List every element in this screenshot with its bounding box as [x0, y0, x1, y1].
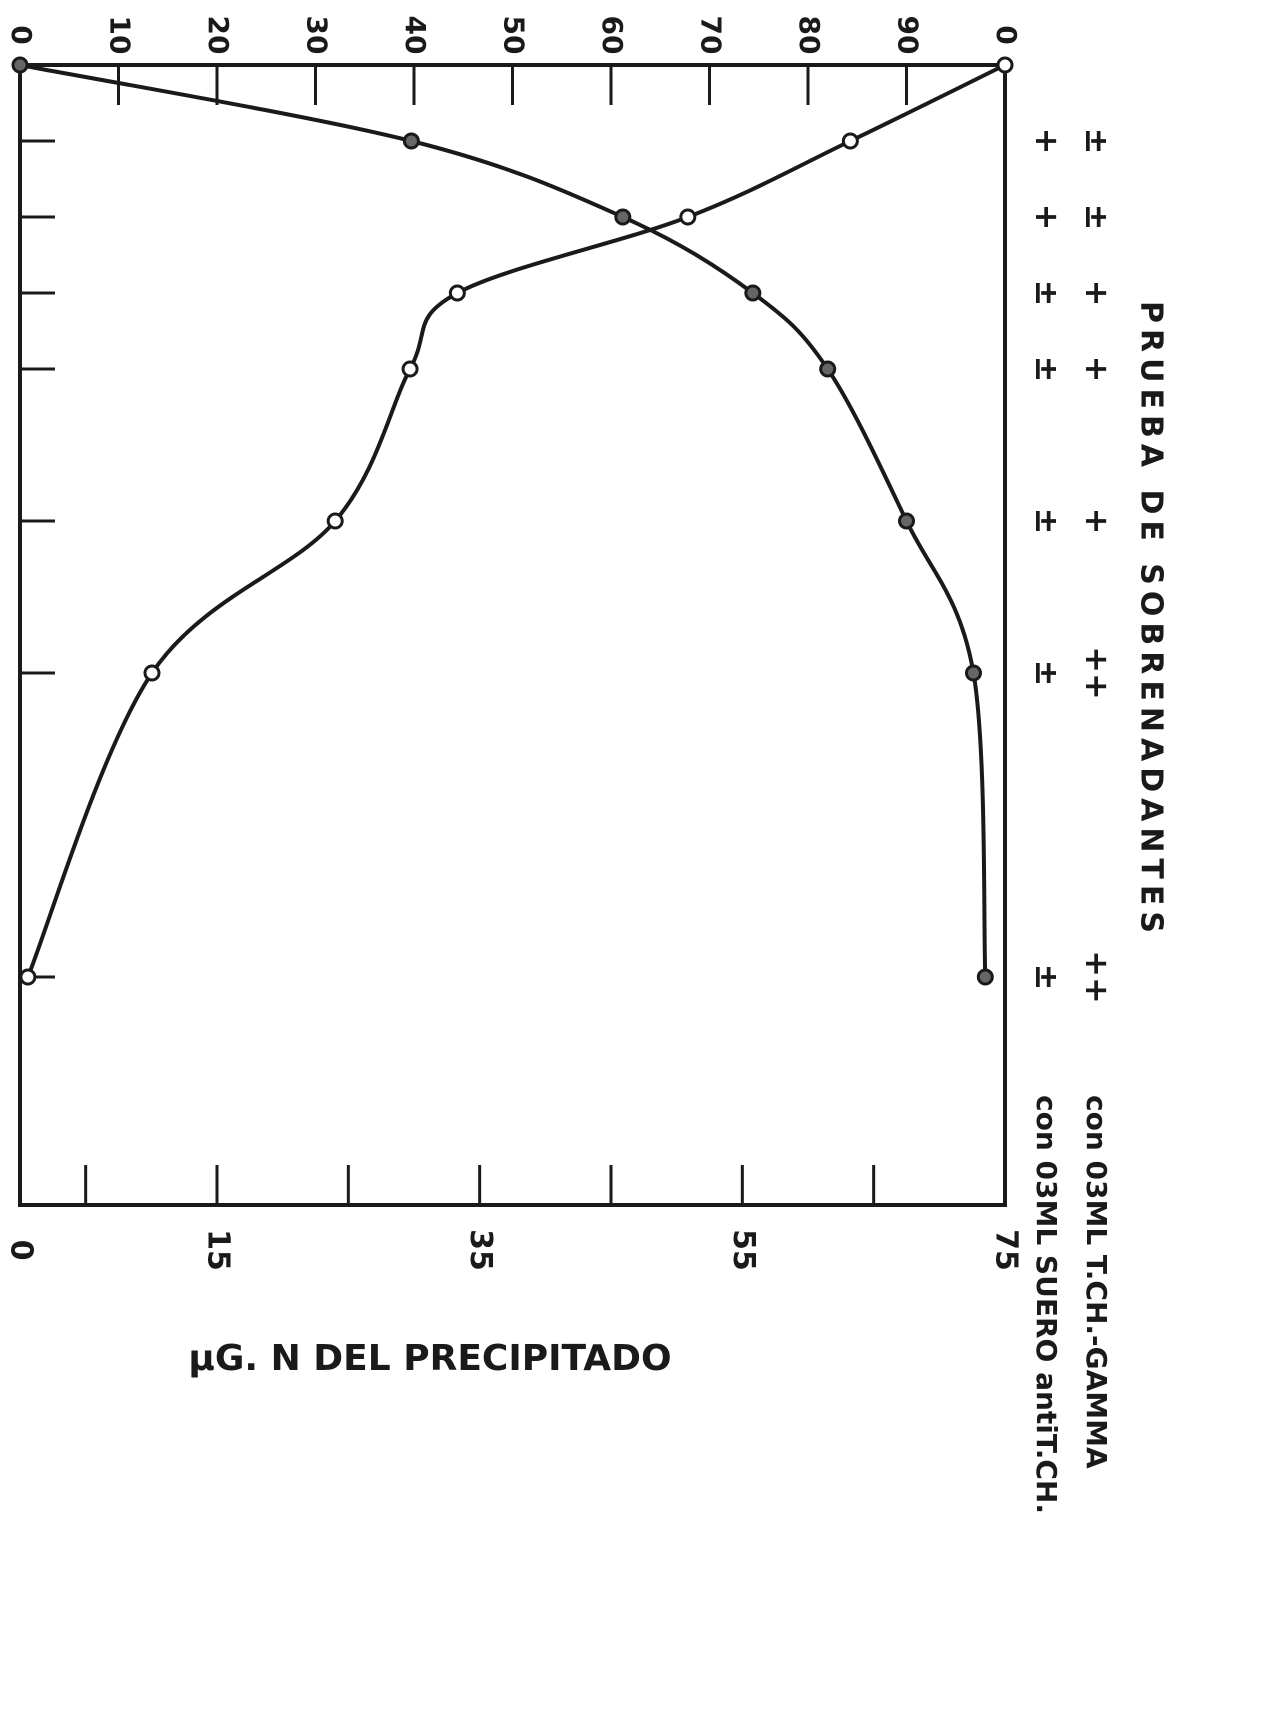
y2-tick-label: 80 [793, 16, 826, 55]
sign: + [1028, 128, 1066, 155]
y2-tick-label: 70 [695, 16, 728, 55]
point [448, 284, 466, 302]
sign: + [1078, 356, 1116, 383]
sign: + [1028, 204, 1066, 231]
point [898, 512, 915, 530]
y2-tick-label: 20 [202, 16, 235, 55]
y2-tick-label: 10 [104, 16, 137, 55]
point [326, 512, 344, 530]
sign: ± [1028, 660, 1066, 687]
chart-title: PRUEBA DE SOBRENADANTES [1134, 301, 1169, 939]
point [996, 56, 1014, 74]
point [401, 360, 419, 378]
axis-label: µG. N DEL PRECIPITADO [188, 1338, 671, 1379]
sign: + [1078, 280, 1116, 307]
y2-tick-label: 0 [990, 25, 1023, 44]
point [679, 208, 697, 226]
point [744, 284, 762, 302]
sign: ± [1028, 280, 1066, 307]
series-line [19, 63, 988, 978]
point [614, 208, 632, 226]
y-tick-label: 55 [726, 1229, 761, 1271]
sign: ++ [1078, 646, 1116, 700]
row-label: con 03ML SUERO antiT.CH. [1030, 1095, 1063, 1514]
series-line [26, 63, 1006, 978]
point [402, 132, 420, 150]
y2-tick-label: 60 [596, 16, 629, 55]
y2-tick-label: 0 [5, 25, 38, 44]
point [976, 968, 994, 986]
point [841, 132, 859, 150]
sign: ± [1028, 356, 1066, 383]
sign: ± [1028, 964, 1066, 991]
y2-tick-label: 40 [399, 16, 432, 55]
y-tick-label: 0 [4, 1240, 39, 1261]
y2-tick-label: 50 [498, 16, 531, 55]
point [11, 56, 29, 74]
y-tick-label: 75 [989, 1229, 1024, 1271]
point [143, 664, 161, 682]
sign: ++ [1078, 950, 1116, 1004]
y-tick-label: 35 [463, 1229, 498, 1271]
sign: ± [1078, 128, 1116, 155]
point [964, 664, 982, 682]
plot-frame [18, 63, 1007, 1207]
row-label: con 03ML T.CH.-GAMMA [1080, 1095, 1113, 1469]
point [819, 360, 837, 378]
y2-tick-label: 90 [892, 16, 925, 55]
sign: ± [1078, 204, 1116, 231]
y2-tick-label: 30 [301, 16, 334, 55]
y-tick-label: 15 [201, 1229, 236, 1271]
sign: ± [1028, 508, 1066, 535]
sign: + [1078, 508, 1116, 535]
point [19, 968, 37, 986]
